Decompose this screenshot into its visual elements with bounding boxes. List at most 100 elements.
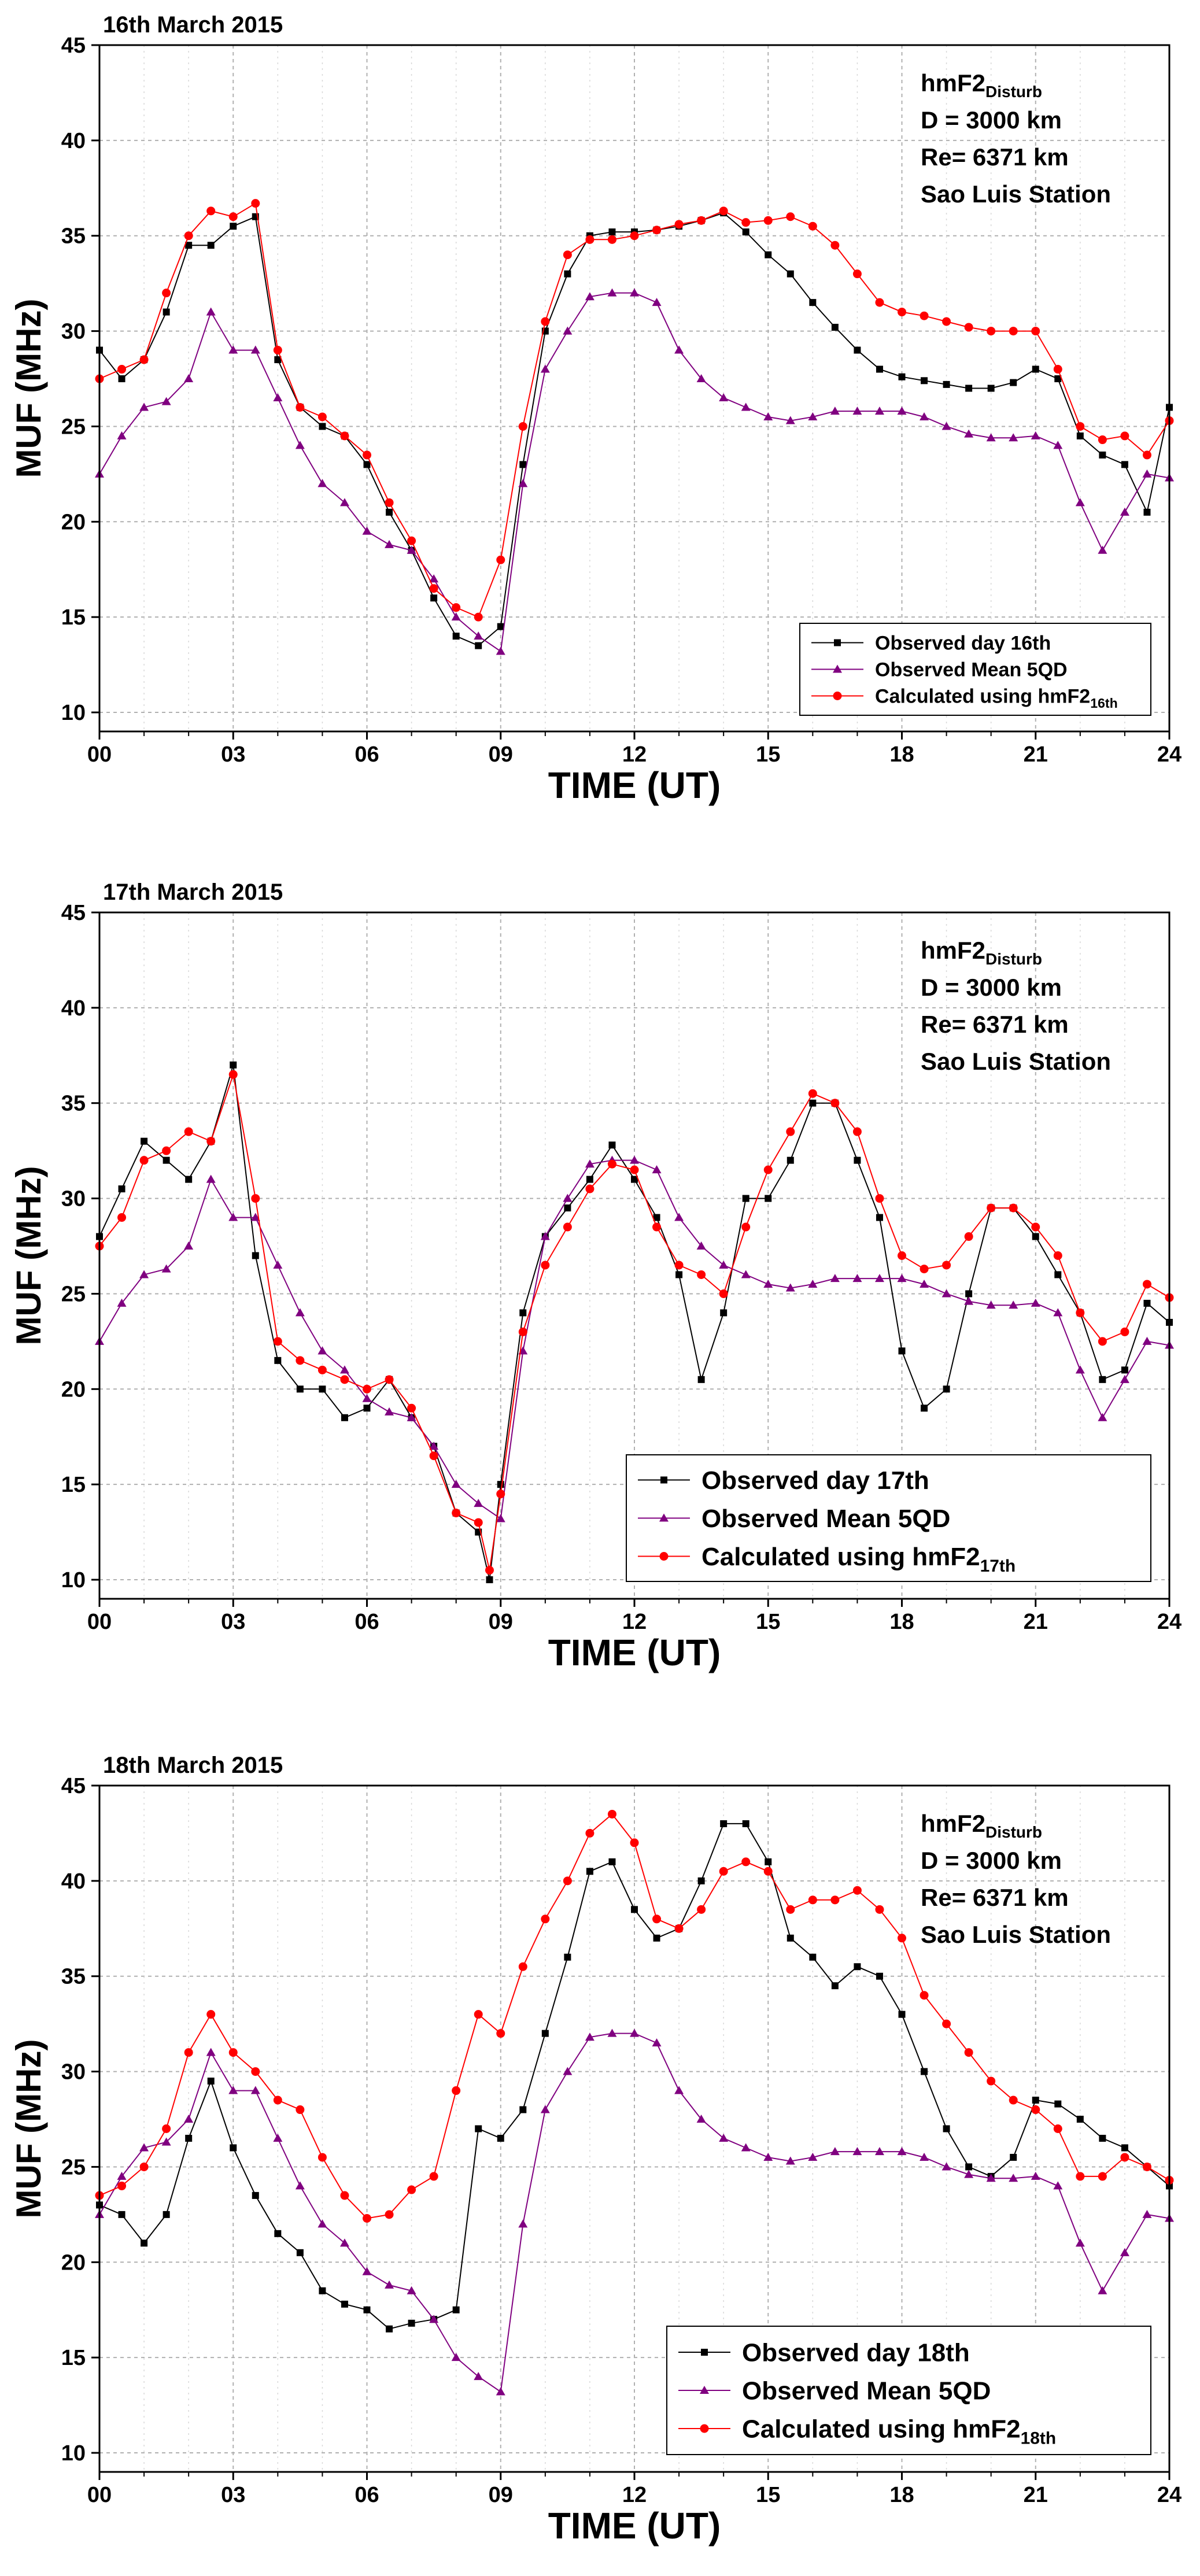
data-point: [451, 612, 461, 621]
data-point: [986, 1300, 996, 1309]
data-point: [1010, 2153, 1017, 2161]
data-point: [274, 2230, 282, 2237]
data-point: [785, 2156, 795, 2165]
data-point: [920, 412, 929, 420]
chart-panel-1: 00 03 06 09 12 15 18 21 24 10 15 20 25 30 35 40 45 16th M…: [9, 12, 1181, 806]
x-tick-label: 09: [489, 2483, 513, 2507]
data-point: [674, 1213, 684, 1221]
data-point: [161, 397, 171, 405]
data-point: [385, 539, 394, 548]
data-point: [385, 1375, 394, 1384]
legend-label-text: Calculated using hmF2: [742, 2415, 1021, 2443]
data-point: [808, 1895, 817, 1905]
data-point: [608, 1141, 616, 1149]
data-point: [653, 1934, 660, 1942]
data-point: [1142, 469, 1152, 478]
data-point: [228, 2086, 238, 2094]
data-point: [719, 206, 728, 216]
data-point: [117, 2181, 127, 2190]
data-point: [607, 2028, 617, 2037]
data-point: [875, 1194, 884, 1203]
data-point: [741, 218, 751, 227]
data-point: [496, 2387, 505, 2396]
y-axis-label: MUF (MHz): [9, 1166, 48, 1346]
data-point: [408, 2319, 415, 2327]
data-point: [317, 1365, 327, 1374]
x-tick-label: 06: [355, 1610, 379, 1634]
data-point: [585, 1828, 595, 1838]
data-point: [1053, 2181, 1063, 2190]
x-tick-label: 24: [1157, 742, 1181, 767]
x-tick-label: 12: [622, 742, 647, 767]
data-point: [830, 2147, 840, 2156]
data-point: [1053, 2124, 1062, 2133]
data-point: [1098, 545, 1107, 554]
data-point: [854, 1156, 861, 1164]
data-point: [317, 412, 327, 422]
data-point: [141, 2239, 148, 2247]
data-point: [1009, 327, 1018, 336]
data-point: [1143, 1299, 1151, 1307]
data-point: [1076, 1308, 1085, 1317]
data-point: [785, 1283, 795, 1292]
chart-title: 18th March 2015: [103, 1753, 283, 1778]
x-tick-label: 15: [756, 2483, 780, 2507]
y-tick-label: 35: [61, 1092, 86, 1116]
data-point: [540, 364, 550, 373]
data-point: [697, 216, 706, 225]
data-point: [230, 223, 237, 230]
data-point: [830, 1895, 840, 1905]
data-point: [139, 402, 149, 411]
data-point: [340, 2191, 349, 2200]
data-point: [541, 2030, 549, 2037]
data-point: [986, 2174, 996, 2182]
data-point: [339, 498, 349, 507]
y-tick-label: 45: [61, 1774, 86, 1798]
data-point: [228, 212, 238, 221]
data-point: [139, 2162, 149, 2171]
data-point: [117, 365, 127, 374]
data-point: [719, 1289, 728, 1298]
data-point: [808, 1279, 818, 1288]
y-tick-label: 35: [61, 224, 86, 249]
data-point: [674, 345, 684, 354]
data-point: [942, 317, 951, 326]
data-point: [206, 2048, 216, 2056]
data-point: [519, 461, 527, 468]
data-point: [407, 1403, 416, 1413]
data-point: [674, 1924, 684, 1933]
data-point: [429, 584, 438, 593]
data-point: [251, 199, 260, 208]
data-point: [898, 308, 906, 317]
data-point: [519, 2106, 527, 2113]
data-point: [274, 356, 282, 364]
data-point: [943, 2125, 950, 2133]
legend-label-text: Calculated using hmF2: [875, 685, 1090, 707]
x-tick-label: 21: [1024, 2483, 1048, 2507]
series-2: [95, 1155, 1174, 1522]
data-point: [652, 2038, 662, 2047]
x-tick-label: 03: [221, 2483, 245, 2507]
data-point: [874, 406, 884, 415]
data-point: [1098, 2172, 1107, 2181]
legend-label: Calculated using hmF216th: [875, 685, 1118, 711]
data-point: [1031, 1298, 1040, 1307]
data-point: [1142, 2162, 1151, 2171]
data-point: [273, 346, 282, 355]
data-point: [852, 2147, 862, 2156]
annotation-line: Re= 6371 km: [921, 1884, 1069, 1911]
data-point: [786, 1905, 795, 1914]
data-point: [273, 2133, 283, 2142]
data-point: [763, 412, 773, 420]
data-point: [474, 612, 483, 622]
legend-label-text: Calculated using hmF2: [701, 1543, 980, 1571]
y-tick-label: 35: [61, 1965, 86, 1989]
legend-item-1: Observed day 16th: [811, 632, 1051, 654]
data-point: [987, 2076, 996, 2086]
x-axis-label: TIME (UT): [548, 764, 721, 806]
data-point: [652, 298, 662, 306]
data-point: [563, 1222, 572, 1232]
data-point: [1053, 441, 1063, 449]
x-tick-label: 18: [889, 1610, 914, 1634]
annotation-line: Re= 6371 km: [921, 143, 1069, 171]
